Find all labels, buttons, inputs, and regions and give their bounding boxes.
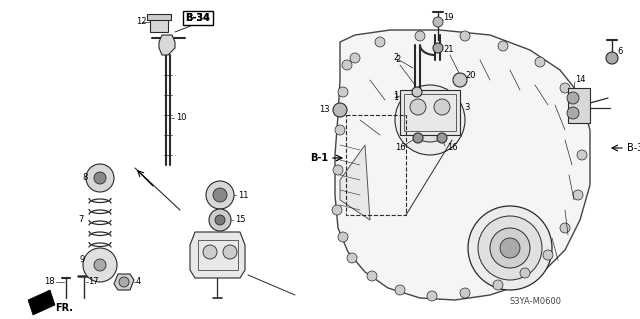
- Bar: [198, 240, 238, 270]
- Text: 7: 7: [79, 216, 84, 225]
- Circle shape: [478, 216, 542, 280]
- Circle shape: [418, 108, 442, 132]
- Text: B-1: B-1: [310, 153, 328, 163]
- Circle shape: [500, 238, 520, 258]
- Text: 4: 4: [136, 278, 141, 286]
- Circle shape: [490, 228, 530, 268]
- Circle shape: [468, 206, 552, 290]
- Bar: [183, 11, 213, 25]
- Text: 9: 9: [80, 256, 85, 264]
- Text: 16: 16: [395, 144, 406, 152]
- Circle shape: [333, 103, 347, 117]
- Text: 1: 1: [393, 92, 398, 100]
- Text: 6: 6: [617, 48, 622, 56]
- Circle shape: [94, 172, 106, 184]
- Circle shape: [573, 190, 583, 200]
- Circle shape: [433, 43, 443, 53]
- Circle shape: [433, 17, 443, 27]
- Circle shape: [573, 113, 583, 123]
- Text: FR.: FR.: [55, 303, 73, 313]
- Circle shape: [375, 37, 385, 47]
- Bar: [400, 90, 460, 135]
- Circle shape: [567, 107, 579, 119]
- Text: 13: 13: [319, 106, 330, 115]
- Circle shape: [338, 232, 348, 242]
- Text: 1: 1: [393, 93, 398, 102]
- Bar: [568, 88, 590, 123]
- Polygon shape: [340, 145, 370, 220]
- Circle shape: [434, 99, 450, 115]
- Polygon shape: [28, 290, 55, 315]
- Circle shape: [577, 150, 587, 160]
- Circle shape: [535, 57, 545, 67]
- Circle shape: [427, 291, 437, 301]
- Circle shape: [460, 288, 470, 298]
- Bar: [150, 18, 168, 32]
- Circle shape: [213, 188, 227, 202]
- Circle shape: [367, 271, 377, 281]
- Circle shape: [347, 253, 357, 263]
- Circle shape: [332, 205, 342, 215]
- Polygon shape: [335, 30, 590, 300]
- Circle shape: [498, 41, 508, 51]
- Circle shape: [94, 259, 106, 271]
- Circle shape: [437, 133, 447, 143]
- Text: 15: 15: [235, 216, 246, 225]
- Circle shape: [395, 285, 405, 295]
- Text: 10: 10: [176, 114, 186, 122]
- Text: 18: 18: [44, 278, 55, 286]
- Circle shape: [203, 245, 217, 259]
- Text: B-34: B-34: [186, 13, 211, 23]
- Text: 16: 16: [447, 144, 458, 152]
- Bar: [147, 14, 171, 20]
- Circle shape: [460, 31, 470, 41]
- Circle shape: [223, 245, 237, 259]
- Text: 3: 3: [464, 103, 469, 113]
- Polygon shape: [190, 232, 245, 278]
- Polygon shape: [114, 274, 134, 290]
- Text: B-34: B-34: [627, 143, 640, 153]
- Circle shape: [83, 248, 117, 282]
- Circle shape: [215, 215, 225, 225]
- Circle shape: [560, 223, 570, 233]
- Text: 11: 11: [238, 190, 248, 199]
- Circle shape: [567, 92, 579, 104]
- Text: B-34: B-34: [185, 13, 210, 23]
- Circle shape: [606, 52, 618, 64]
- Circle shape: [408, 98, 452, 142]
- Circle shape: [338, 87, 348, 97]
- Circle shape: [543, 250, 553, 260]
- Circle shape: [86, 164, 114, 192]
- Circle shape: [206, 181, 234, 209]
- Circle shape: [410, 99, 426, 115]
- Circle shape: [493, 280, 503, 290]
- Circle shape: [415, 31, 425, 41]
- Text: 12: 12: [136, 18, 147, 26]
- Text: 14: 14: [575, 76, 586, 85]
- Circle shape: [342, 60, 352, 70]
- Circle shape: [412, 87, 422, 97]
- Circle shape: [453, 73, 467, 87]
- Text: 2: 2: [395, 56, 400, 64]
- Circle shape: [333, 165, 343, 175]
- Bar: [346, 115, 406, 215]
- Circle shape: [335, 125, 345, 135]
- Circle shape: [560, 83, 570, 93]
- Text: 21: 21: [443, 46, 454, 55]
- Circle shape: [119, 277, 129, 287]
- Circle shape: [350, 53, 360, 63]
- Text: 19: 19: [443, 13, 454, 23]
- Bar: [404, 94, 456, 131]
- Circle shape: [395, 85, 465, 155]
- Text: 8: 8: [83, 174, 88, 182]
- Circle shape: [209, 209, 231, 231]
- Text: 2: 2: [393, 54, 398, 63]
- Text: S3YA-M0600: S3YA-M0600: [510, 298, 562, 307]
- Circle shape: [520, 268, 530, 278]
- Circle shape: [413, 133, 423, 143]
- Polygon shape: [159, 35, 175, 55]
- Text: 20: 20: [465, 70, 476, 79]
- Text: 17: 17: [88, 278, 99, 286]
